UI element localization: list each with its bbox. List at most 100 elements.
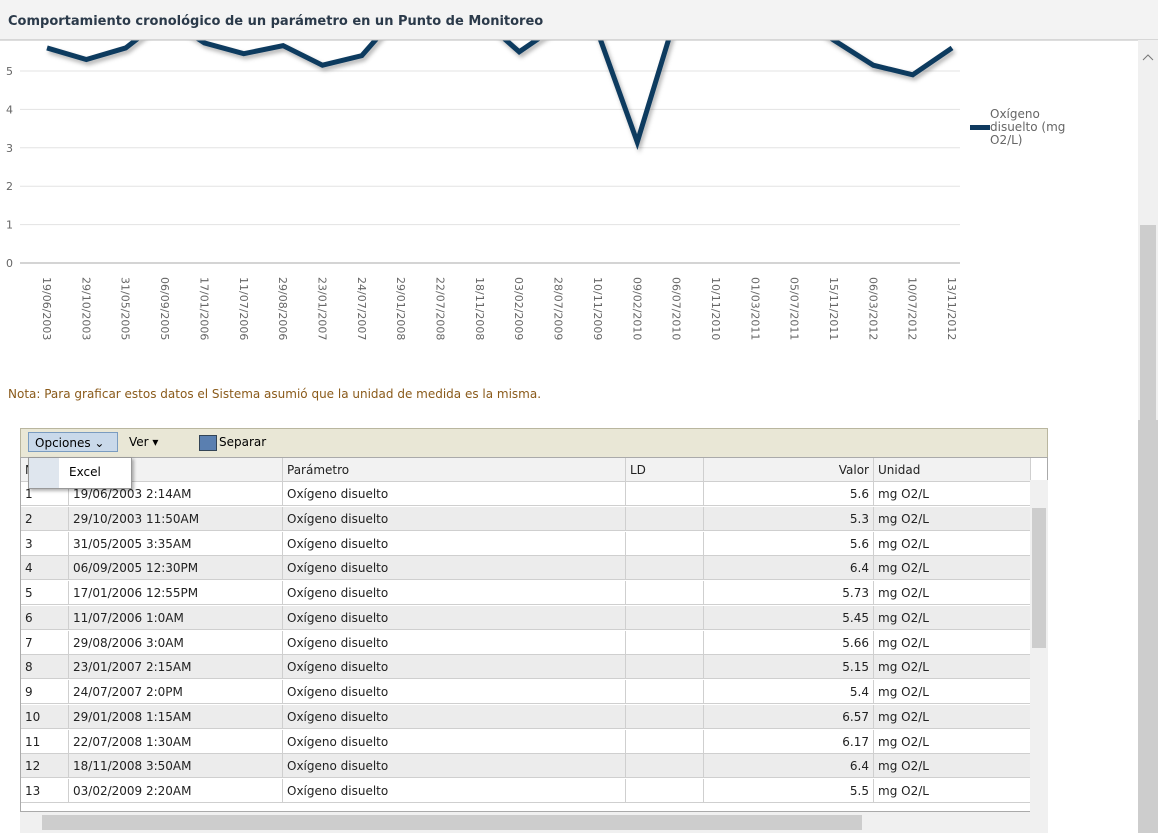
ld-cell	[626, 482, 704, 506]
table-cell: 31/05/2005 3:35AM	[69, 531, 283, 556]
table-cell: 29/08/2006 3:0AM	[69, 630, 283, 655]
table-cell: mg O2/L	[874, 556, 1031, 581]
y-tick-label: 4	[6, 103, 13, 116]
table-cell: 5.73	[704, 581, 874, 605]
ld-cell	[626, 754, 704, 779]
table-cell: Oxígeno disuelto	[283, 506, 626, 531]
options-button[interactable]: Opciones ⌄	[28, 432, 118, 452]
x-tick-label: 15/11/2011	[827, 277, 840, 340]
x-tick-label: 13/11/2012	[945, 277, 958, 340]
table-cell: 17/01/2006 12:55PM	[69, 581, 283, 605]
chart: 0 1 2 3 4 5 Comportamiento cronológico de un …	[0, 0, 1158, 420]
ld-cell	[626, 779, 704, 803]
table-cell: mg O2/L	[874, 680, 1031, 704]
table-cell: mg O2/L	[874, 704, 1031, 729]
table-scrollbar[interactable]	[1030, 480, 1048, 812]
view-label: Ver	[129, 435, 149, 449]
x-tick-label: 06/03/2012	[866, 277, 879, 340]
table-cell: mg O2/L	[874, 482, 1031, 506]
table-cell: mg O2/L	[874, 506, 1031, 531]
x-tick-label: 06/09/2005	[158, 277, 171, 340]
x-tick-label: 03/02/2009	[512, 277, 525, 340]
table-cell: Oxígeno disuelto	[283, 630, 626, 655]
x-tick-label: 10/07/2012	[906, 277, 919, 340]
h-scroll-thumb[interactable]	[42, 815, 862, 830]
table-cell: 5.5	[704, 779, 874, 803]
y-tick-label: 2	[6, 180, 13, 193]
table-cell: 5.6	[704, 531, 874, 556]
table-cell: mg O2/L	[874, 581, 1031, 605]
table-cell: 29/01/2008 1:15AM	[69, 704, 283, 729]
ld-cell	[626, 729, 704, 754]
column-header: Unidad	[874, 458, 1031, 482]
table-cell: Oxígeno disuelto	[283, 556, 626, 581]
table-cell: Oxígeno disuelto	[283, 779, 626, 803]
scroll-up[interactable]	[1142, 54, 1154, 61]
legend-label: Oxígeno disuelto (mg O2/L)	[990, 107, 1066, 147]
table-scroll-thumb[interactable]	[1032, 508, 1046, 648]
table-cell: mg O2/L	[874, 605, 1031, 630]
table-cell: 5.66	[704, 630, 874, 655]
table-cell: 6.4	[704, 556, 874, 581]
x-tick-label: 17/01/2006	[197, 277, 210, 340]
x-tick-label: 23/01/2007	[315, 277, 328, 340]
ld-cell	[626, 680, 704, 704]
x-tick-label: 19/06/2003	[40, 277, 53, 340]
x-tick-label: 10/11/2010	[709, 277, 722, 340]
table-cell: 9	[21, 680, 69, 704]
x-tick-label: 05/07/2011	[788, 277, 801, 340]
table-cell: 12	[21, 754, 69, 779]
y-tick-label: 3	[6, 142, 13, 155]
x-tick-label: 09/02/2010	[630, 277, 643, 340]
ld-cell	[626, 581, 704, 605]
table-cell: 11	[21, 729, 69, 754]
ld-cell	[626, 506, 704, 531]
column-header: Valor	[704, 458, 874, 482]
y-tick-label: 5	[6, 65, 13, 78]
table-cell: 24/07/2007 2:0PM	[69, 680, 283, 704]
x-tick-label: 28/07/2009	[552, 277, 565, 340]
table-cell: 5	[21, 581, 69, 605]
x-tick-label: 31/05/2005	[119, 277, 132, 340]
table-cell: 3	[21, 531, 69, 556]
legend-swatch	[970, 125, 990, 130]
h-scrollbar[interactable]	[20, 812, 1048, 833]
table-cell: 5.3	[704, 506, 874, 531]
ld-cell	[626, 704, 704, 729]
header-bar	[0, 0, 1158, 40]
table-cell: Oxígeno disuelto	[283, 680, 626, 704]
x-tick-label: 29/08/2006	[276, 277, 289, 340]
table-cell: mg O2/L	[874, 531, 1031, 556]
x-tick-label: 29/01/2008	[394, 277, 407, 340]
note: Nota: Para graficar estos datos el Siste…	[8, 387, 542, 401]
x-tick-label: 11/07/2006	[237, 277, 250, 340]
table-cell: Oxígeno disuelto	[283, 655, 626, 680]
table-cell: 18/11/2008 3:50AM	[69, 754, 283, 779]
x-tick-label: 10/11/2009	[591, 277, 604, 340]
table-cell: 5.45	[704, 605, 874, 630]
view-button[interactable]: Ver ▾	[129, 435, 159, 449]
toolbar: Opciones ⌄ Ver ▾ Separar	[20, 428, 1048, 458]
title: Comportamiento cronológico de un parámet…	[8, 14, 543, 29]
table-cell: Oxígeno disuelto	[283, 482, 626, 506]
table-cell: 23/01/2007 2:15AM	[69, 655, 283, 680]
ld-cell	[626, 605, 704, 630]
menu-item[interactable]: Excel	[69, 465, 101, 479]
x-tick-label: 22/07/2008	[434, 277, 447, 340]
table-cell: 7	[21, 630, 69, 655]
page-scroll-thumb[interactable]	[1138, 420, 1158, 833]
table-cell: 4	[21, 556, 69, 581]
table-cell: mg O2/L	[874, 779, 1031, 803]
table-cell: 5.15	[704, 655, 874, 680]
ld-cell	[626, 556, 704, 581]
scroll-thumb[interactable]	[1140, 225, 1156, 420]
x-tick-label: 29/10/2003	[79, 277, 92, 340]
detach-button[interactable]: Separar	[219, 435, 267, 449]
table-cell: 11/07/2006 1:0AM	[69, 605, 283, 630]
table-cell: 5.4	[704, 680, 874, 704]
ld-cell	[626, 655, 704, 680]
table-cell: mg O2/L	[874, 729, 1031, 754]
x-tick-label: 01/03/2011	[748, 277, 761, 340]
y-tick-label: 0	[6, 257, 13, 270]
options-menu: Excel	[28, 457, 132, 489]
